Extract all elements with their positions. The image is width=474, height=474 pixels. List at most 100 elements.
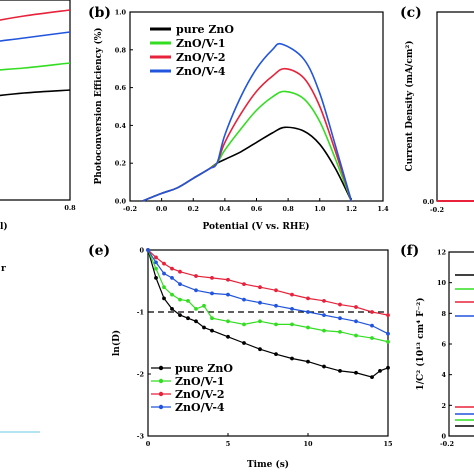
panel-e-point-zno-v-1-2 xyxy=(162,285,166,290)
panel-e-point-zno-v-1-18 xyxy=(370,336,374,340)
panel-e-x-ticklabel-10: 10 xyxy=(303,440,313,448)
panel-e: (e) 0 5 10 15 0 -1 -2 -3 Time (s) ln(D) pure Zn… xyxy=(88,243,393,470)
panel-e-point-zno-v-4-8 xyxy=(242,297,246,302)
panel-e-legend-marker-zno-v-4 xyxy=(158,404,164,410)
panel-e-point-zno-v-1-7 xyxy=(202,303,206,308)
panel-e-point-zno-v-1-11 xyxy=(258,319,262,324)
panel-e-x-ticklabel-5: 5 xyxy=(226,440,231,448)
panel-e-point-zno-v-4-3 xyxy=(170,276,174,280)
panel-e-point-pure-zno-11 xyxy=(258,347,262,352)
panel-e-point-pure-zno-9 xyxy=(226,334,230,339)
panel-e-legend-label-zno-v-4: ZnO/V-4 xyxy=(175,401,225,414)
panel-c-x-tick: -0.2 xyxy=(430,206,444,214)
panel-e-point-pure-zno-1 xyxy=(154,276,158,280)
panel-e-point-zno-v-2-10 xyxy=(274,288,278,293)
panel-b-x-ticklabel-0-0: 0.0 xyxy=(156,205,168,213)
panel-b-xlabel: Potential (V vs. RHE) xyxy=(203,221,310,232)
panel-e-point-zno-v-2-14 xyxy=(338,302,342,307)
panel-e-legend-label-zno-v-2: ZnO/V-2 xyxy=(175,388,225,401)
panel-e-point-pure-zno-8 xyxy=(210,328,214,333)
panel-e-point-zno-v-1-17 xyxy=(354,333,358,338)
panel-e-y-ticklabel-0: 0 xyxy=(139,247,144,255)
panel-e-point-pure-zno-3 xyxy=(170,307,174,311)
panel-f-ylabel: 1/C² (10¹³ cm⁴ F⁻²) xyxy=(415,297,426,390)
panel-e-point-zno-v-2-2 xyxy=(162,261,166,266)
panel-c: (c) Current Density (mA/cm²) 0.0 -0.2 xyxy=(400,5,474,214)
panel-b-legend-label-zno-v-1: ZnO/V-1 xyxy=(176,37,226,50)
panel-e-point-zno-v-4-6 xyxy=(210,291,214,296)
panel-b-legend-label-zno-v-2: ZnO/V-2 xyxy=(176,51,226,64)
panel-b-series-line-zno-v-2 xyxy=(142,67,353,202)
panel-e-axes: 0 5 10 15 0 -1 -2 -3 xyxy=(137,247,393,449)
panel-e-point-zno-v-4-1 xyxy=(154,260,158,265)
panel-b-axes: -0.2 0.0 0.2 0.4 0.6 0.8 1.0 1.2 1.40.00.20.40.6… xyxy=(115,9,389,214)
panel-e-point-zno-v-4-14 xyxy=(338,316,342,321)
panel-e-label: (e) xyxy=(88,243,110,259)
panel-b-x-ticklabel-0-4: 0.4 xyxy=(219,205,231,213)
panel-e-point-zno-v-4-7 xyxy=(226,292,230,297)
panel-e-point-zno-v-2-1 xyxy=(154,255,158,260)
panel-c-label: (c) xyxy=(400,5,422,21)
panel-b-ylabel: Photoconversion Efficiency (%) xyxy=(93,27,104,184)
panel-f-y-ticklabel-4: 4 xyxy=(441,371,446,379)
panel-e-point-pure-zno-6 xyxy=(194,319,198,324)
panel-e-point-pure-zno-20 xyxy=(386,365,390,370)
panel-b-y-ticklabel-0-0: 0.0 xyxy=(115,198,127,206)
panel-c-frame xyxy=(436,11,474,202)
panel-a-x-ticks: 0.40.60.8 xyxy=(64,197,76,212)
panel-e-y-ticklabel-2: -2 xyxy=(137,371,144,379)
panel-e-point-pure-zno-19 xyxy=(378,369,382,373)
panel-f: (f) 1/C² (10¹³ cm⁴ F⁻²) 0 2 4 6 8 10 12 -0.2 xyxy=(400,243,474,448)
panel-e-xlabel: Time (s) xyxy=(247,459,289,470)
panel-a: 0.40.60.8 l) r xyxy=(0,0,76,433)
panel-f-y-ticklabel-12: 12 xyxy=(437,249,446,257)
panel-e-point-zno-v-1-8 xyxy=(210,316,214,321)
panel-f-y-ticklabel-0: 0 xyxy=(441,433,446,441)
panel-e-point-zno-v-4-12 xyxy=(306,310,310,314)
panel-e-series-line-zno-v-2 xyxy=(147,249,389,316)
panel-c-ylabel: Current Density (mA/cm²) xyxy=(404,40,415,171)
panel-e-point-pure-zno-15 xyxy=(322,364,326,369)
panel-e-point-zno-v-2-5 xyxy=(194,274,198,278)
panel-e-series-line-zno-v-4 xyxy=(147,249,389,335)
panel-b-series xyxy=(142,42,353,202)
panel-e-point-zno-v-2-12 xyxy=(306,296,310,301)
panel-a-series-line-2 xyxy=(0,31,71,42)
panel-e-x-ticklabel-15: 15 xyxy=(383,440,393,448)
panel-e-series-line-pure-zno xyxy=(147,249,389,378)
panel-e-point-zno-v-1-1 xyxy=(154,266,158,271)
panel-a-series xyxy=(0,9,71,97)
panel-a-frame xyxy=(0,0,71,201)
panel-a-series-line-1 xyxy=(0,9,71,21)
panel-e-point-zno-v-4-5 xyxy=(194,288,198,293)
panel-f-frame xyxy=(448,251,474,437)
panel-e-point-zno-v-1-10 xyxy=(242,322,246,327)
panel-b-legend-label-zno-v-4: ZnO/V-4 xyxy=(176,65,226,78)
panel-e-y-ticklabel-1: -1 xyxy=(137,309,144,317)
panel-b-x-ticklabel-1-2: 1.2 xyxy=(346,205,357,213)
panel-f-y-ticklabel-2: 2 xyxy=(441,402,446,410)
panel-b-label: (b) xyxy=(88,5,111,21)
panel-e-legend-marker-pure-zno xyxy=(158,365,164,371)
panel-e-series-line-zno-v-1 xyxy=(147,249,389,343)
panel-e-point-zno-v-2-13 xyxy=(322,298,326,303)
panel-b-x-ticklabel-0-2: 0.2 xyxy=(188,205,199,213)
panel-e-point-zno-v-1-6 xyxy=(194,307,198,311)
panel-a-series-line-4 xyxy=(0,89,71,97)
panel-e-point-zno-v-4-10 xyxy=(274,303,278,308)
panel-e-legend-label-zno-v-1: ZnO/V-1 xyxy=(175,375,225,388)
panel-e-point-zno-v-2-8 xyxy=(242,282,246,286)
panel-e-point-zno-v-4-17 xyxy=(386,331,390,336)
panel-f-y-ticklabel-6: 6 xyxy=(441,341,446,349)
panel-e-point-zno-v-1-19 xyxy=(386,339,390,344)
panel-b-x-ticklabel-1-0: 1.0 xyxy=(314,205,326,213)
panel-e-point-zno-v-2-9 xyxy=(258,285,262,290)
panel-b-y-ticklabel-0-8: 0.8 xyxy=(115,46,127,54)
panel-b-y-ticklabel-1-0: 1.0 xyxy=(115,9,127,17)
panel-e-legend-marker-zno-v-1 xyxy=(158,378,164,384)
panel-f-y-ticklabel-10: 10 xyxy=(437,279,447,287)
panel-e-point-zno-v-1-15 xyxy=(322,328,326,333)
panel-f-axes: 0 2 4 6 8 10 12 xyxy=(437,249,474,441)
